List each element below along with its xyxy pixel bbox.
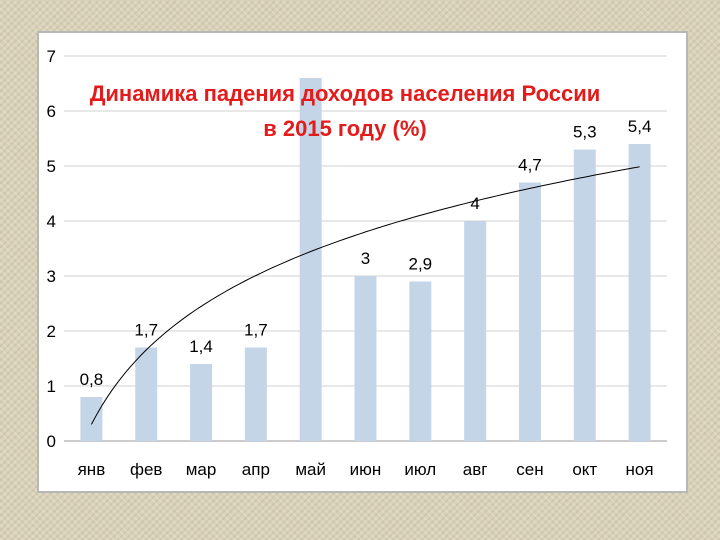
bar	[354, 276, 377, 441]
x-tick-label: июл	[404, 460, 436, 479]
bar	[409, 281, 432, 441]
bar	[190, 364, 213, 441]
y-tick-label: 2	[47, 322, 56, 341]
x-tick-label: мар	[186, 460, 217, 479]
data-labels: 0,8 1,7 1,4 1,7 3 2,9 4 4,7 5,3 5,4	[80, 117, 652, 389]
y-tick-label: 5	[47, 157, 56, 176]
data-label: 1,7	[134, 321, 158, 340]
bar	[244, 347, 267, 441]
x-tick-label: июн	[350, 460, 382, 479]
bar	[573, 149, 596, 441]
bar	[135, 347, 158, 441]
x-tick-label: янв	[78, 460, 106, 479]
x-tick-label: апр	[242, 460, 270, 479]
data-label: 4	[470, 194, 479, 213]
y-tick-label: 7	[47, 47, 56, 66]
x-tick-label: окт	[572, 460, 597, 479]
y-tick-label: 3	[47, 267, 56, 286]
data-label: 5,4	[628, 117, 652, 136]
y-tick-label: 0	[47, 432, 56, 451]
x-tick-label: ноя	[626, 460, 654, 479]
trendline-path	[90, 166, 640, 425]
data-label: 2,9	[408, 255, 432, 274]
data-label: 3	[361, 249, 370, 268]
x-axis-ticks: янв фев мар апр май июн июл авг сен окт ноя	[78, 460, 654, 479]
data-label: 1,7	[244, 321, 268, 340]
x-tick-label: сен	[516, 460, 543, 479]
data-label: 0,8	[80, 370, 104, 389]
trendline	[90, 166, 640, 425]
y-tick-label: 1	[47, 377, 56, 396]
bar	[464, 221, 487, 441]
chart-frame: 0,8 1,7 1,4 1,7 3 2,9 4 4,7 5,3 5,4 0 1 2 3 4 5 6 7 янв ф…	[37, 31, 688, 493]
y-tick-label: 6	[47, 102, 56, 121]
x-tick-label: фев	[130, 460, 162, 479]
y-axis-ticks: 0 1 2 3 4 5 6 7	[47, 47, 56, 451]
bar	[80, 397, 103, 441]
y-tick-label: 4	[47, 212, 56, 231]
x-tick-label: май	[295, 460, 326, 479]
bar	[518, 182, 541, 441]
bar	[299, 78, 322, 441]
bars	[80, 78, 651, 441]
data-label: 4,7	[518, 156, 542, 175]
data-label: 1,4	[189, 337, 213, 356]
chart-subtitle: в 2015 году (%)	[263, 116, 427, 141]
bar	[628, 144, 651, 441]
chart-title: Динамика падения доходов населения Росси…	[90, 81, 601, 106]
data-label: 5,3	[573, 123, 597, 142]
x-tick-label: авг	[463, 460, 488, 479]
